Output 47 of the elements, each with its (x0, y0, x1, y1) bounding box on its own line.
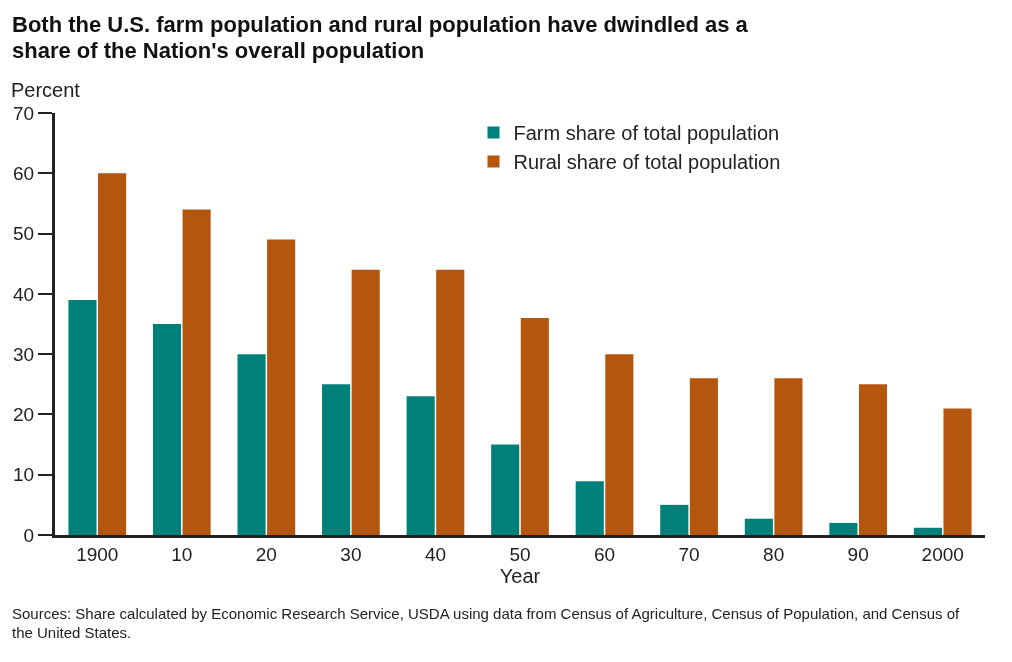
y-tick-label: 30 (13, 343, 35, 365)
y-tick-label: 50 (13, 223, 35, 245)
bar (436, 269, 465, 535)
bar (267, 239, 296, 535)
y-tick-label: 60 (13, 162, 35, 184)
bar (943, 408, 972, 535)
bar (237, 354, 266, 535)
bar (68, 299, 97, 535)
x-tick-label: 50 (509, 543, 531, 565)
bar (351, 269, 380, 535)
bar (829, 522, 858, 535)
x-tick-label: 1900 (76, 543, 119, 565)
bar (913, 527, 942, 535)
bar (660, 504, 689, 535)
x-tick-label: 90 (847, 543, 869, 565)
x-tick-label: 60 (593, 543, 616, 565)
bar (98, 173, 127, 535)
bar (774, 378, 803, 535)
legend-label: Farm share of total population (513, 122, 780, 145)
y-axis-title: Percent (11, 79, 81, 101)
bar (605, 354, 634, 535)
y-tick-label: 10 (13, 464, 35, 486)
bar (744, 518, 773, 535)
bar (689, 378, 718, 535)
x-tick-label: 30 (340, 543, 362, 565)
x-tick-label: 70 (678, 543, 700, 565)
source-note: Sources: Share calculated by Economic Research Service, USDA using data from Census of Agriculture, Census of Population, and Census of the United States. (12, 604, 961, 642)
y-tick-label: 20 (13, 404, 35, 426)
bar (575, 481, 604, 535)
x-tick-label: 20 (255, 543, 277, 565)
legend-label: Rural share of total population (513, 151, 781, 174)
x-axis-title: Year (499, 564, 541, 587)
chart-title: Both the U.S. farm population and rural population have dwindled as a share of the Nation's overall population (12, 12, 749, 64)
x-tick-label: 10 (171, 543, 193, 565)
bar (406, 396, 435, 535)
bar (182, 209, 211, 535)
x-tick-label: 2000 (921, 543, 964, 565)
bar (322, 384, 351, 535)
y-tick-label: 0 (23, 524, 35, 546)
bar (491, 444, 520, 535)
x-tick-label: 80 (763, 543, 785, 565)
x-tick-label: 40 (424, 543, 447, 565)
y-tick-label: 40 (13, 283, 35, 305)
bar (858, 384, 888, 535)
y-tick-label: 70 (13, 102, 35, 124)
bar (520, 317, 549, 535)
bar (152, 324, 182, 535)
